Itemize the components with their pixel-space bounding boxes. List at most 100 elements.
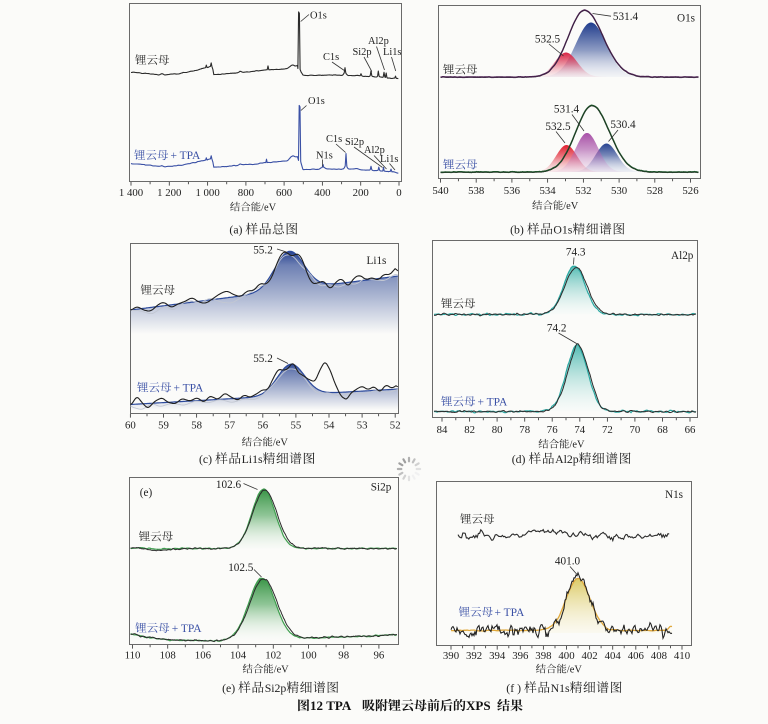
svg-text:400: 400 [558,650,574,662]
svg-text:Si2p: Si2p [371,482,392,494]
svg-text:104: 104 [230,650,247,662]
svg-text:108: 108 [160,650,176,662]
svg-text:1 400: 1 400 [119,187,143,199]
svg-text:102.6: 102.6 [216,479,242,491]
svg-text:(c): (c) [199,452,212,466]
svg-text:N1s: N1s [551,681,570,695]
svg-text:406: 406 [628,650,645,662]
svg-text:O1s: O1s [308,96,325,107]
svg-text:400: 400 [314,187,330,199]
svg-text:528: 528 [647,185,663,197]
svg-text:408: 408 [651,650,667,662]
svg-text:66: 66 [685,424,696,436]
svg-text:102.5: 102.5 [228,562,254,574]
svg-text:84: 84 [437,424,448,436]
svg-text:57: 57 [224,420,235,432]
svg-text:Al2p: Al2p [368,36,389,47]
svg-text:532.5: 532.5 [545,121,571,133]
svg-text:/eV: /eV [261,202,276,213]
svg-text:(f ): (f ) [506,681,521,695]
svg-text:80: 80 [492,424,503,436]
svg-text:106: 106 [195,650,212,662]
svg-text:Si2p: Si2p [345,137,364,148]
svg-text:56: 56 [257,420,268,432]
svg-text:392: 392 [466,650,482,662]
svg-text:410: 410 [674,650,690,662]
svg-text:531.4: 531.4 [554,104,580,116]
svg-text:396: 396 [512,650,529,662]
svg-text:526: 526 [682,185,699,197]
svg-text:/eV: /eV [563,201,578,212]
svg-text:Li1s: Li1s [367,255,387,267]
svg-text:55: 55 [291,420,302,432]
svg-text:Al2p: Al2p [671,250,694,262]
svg-text:(b): (b) [510,222,524,236]
svg-text:401.0: 401.0 [555,556,581,568]
svg-text:54: 54 [324,420,335,432]
svg-text:Al2p: Al2p [555,452,579,466]
svg-text:12: 12 [310,698,323,713]
svg-text:/eV: /eV [274,664,289,675]
svg-text:55.2: 55.2 [253,353,273,365]
svg-text:532: 532 [575,185,591,197]
svg-text:/eV: /eV [567,664,582,675]
svg-text:55.2: 55.2 [253,245,273,257]
svg-text:74: 74 [574,424,585,436]
svg-text:+ TPA: + TPA [478,396,509,408]
svg-text:398: 398 [535,650,551,662]
svg-text:C1s: C1s [323,52,339,63]
svg-text:0: 0 [396,187,401,199]
svg-text:534: 534 [539,185,556,197]
svg-text:200: 200 [353,187,369,199]
svg-text:110: 110 [125,650,141,662]
svg-text:102: 102 [265,650,281,662]
svg-text:538: 538 [468,185,484,197]
svg-text:800: 800 [238,187,254,199]
svg-text:74.2: 74.2 [547,323,567,335]
svg-text:(a): (a) [229,222,242,236]
svg-text:C1s: C1s [326,134,342,145]
svg-text:O1s: O1s [553,222,572,236]
svg-text:O1s: O1s [677,12,695,24]
svg-text:59: 59 [158,420,169,432]
svg-text:600: 600 [276,187,292,199]
svg-text:404: 404 [605,650,622,662]
svg-text:70: 70 [630,424,641,436]
svg-text:530.4: 530.4 [610,119,636,131]
svg-text:60: 60 [125,420,136,432]
svg-text:+ TPA: + TPA [495,607,526,619]
svg-text:+ TPA: + TPA [172,623,203,635]
svg-text:53: 53 [357,420,368,432]
svg-text:Li1s: Li1s [380,154,398,165]
svg-text:O1s: O1s [310,11,327,22]
svg-text:530: 530 [611,185,627,197]
svg-text:390: 390 [443,650,459,662]
svg-text:Li1s: Li1s [383,47,401,58]
svg-text:98: 98 [338,650,349,662]
svg-text:Si2p: Si2p [265,681,287,695]
svg-text:394: 394 [489,650,506,662]
svg-text:+ TPA: + TPA [171,150,202,162]
svg-text:+ TPA: + TPA [174,382,205,394]
svg-text:/eV: /eV [570,440,585,451]
svg-text:52: 52 [390,420,401,432]
svg-text:68: 68 [657,424,668,436]
svg-text:74.3: 74.3 [566,246,586,258]
svg-text:76: 76 [547,424,558,436]
svg-text:(e): (e) [140,487,153,499]
svg-text:N1s: N1s [316,151,333,162]
svg-text:(e): (e) [222,681,235,695]
svg-text:(d): (d) [512,452,526,466]
svg-text:Al2p: Al2p [364,145,385,156]
svg-text:540: 540 [432,185,448,197]
svg-text:Si2p: Si2p [353,47,372,58]
svg-text:TPA: TPA [326,698,352,713]
svg-text:/eV: /eV [273,437,288,448]
svg-text:402: 402 [581,650,597,662]
svg-text:96: 96 [374,650,385,662]
svg-text:Li1s: Li1s [242,452,263,466]
svg-text:58: 58 [191,420,202,432]
svg-text:1 200: 1 200 [157,187,181,199]
svg-text:1 000: 1 000 [195,187,219,199]
svg-text:N1s: N1s [665,489,683,501]
